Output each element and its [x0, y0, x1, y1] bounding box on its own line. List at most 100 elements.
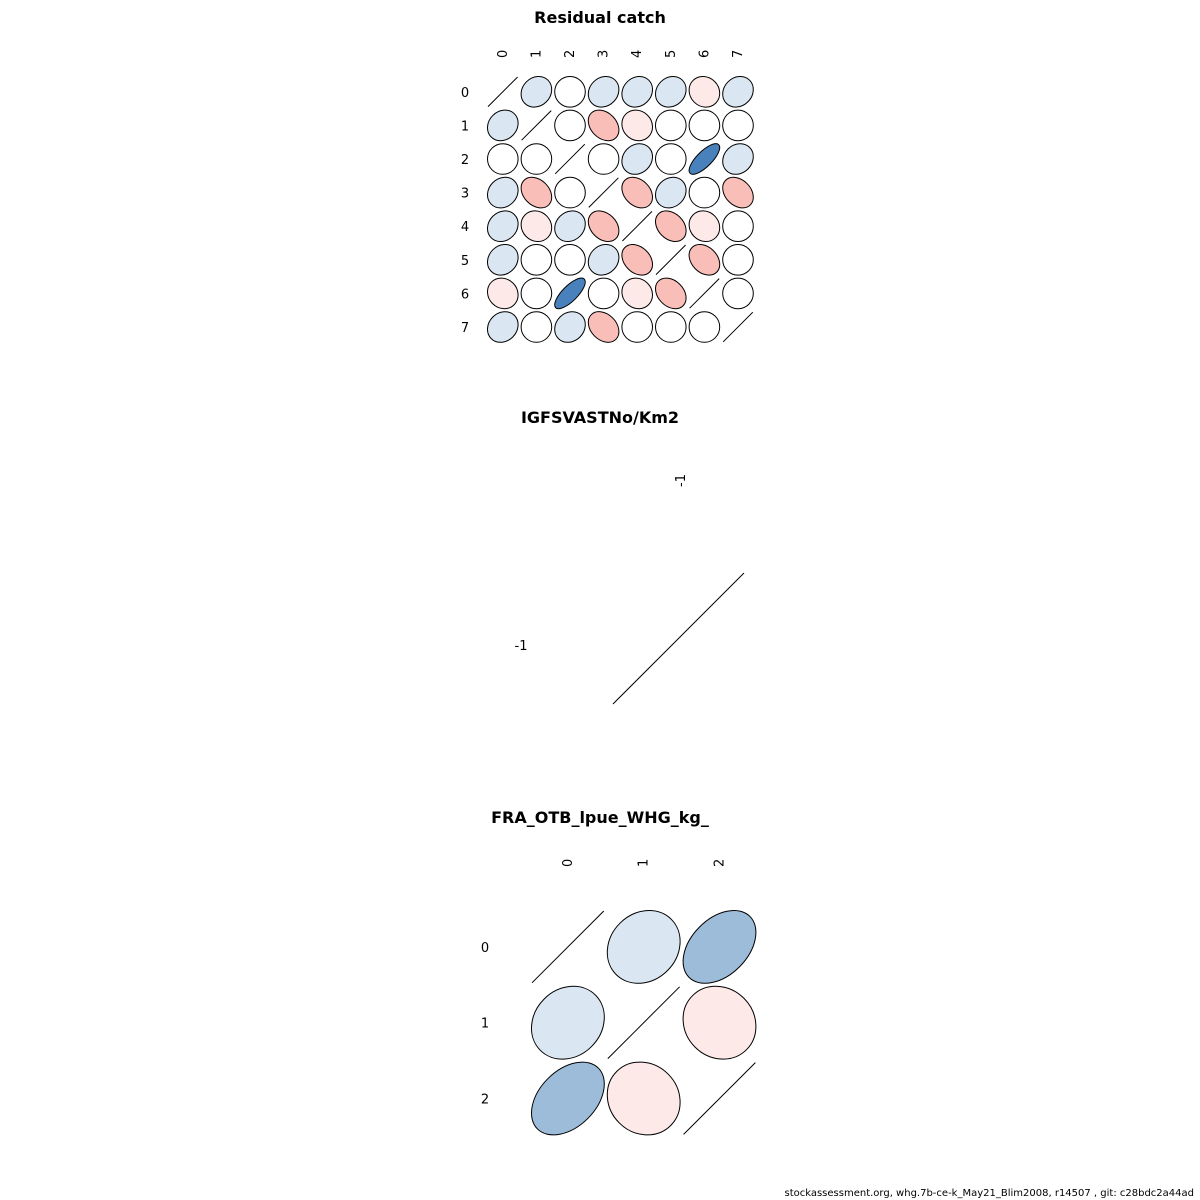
correlation-ellipse	[486, 143, 519, 175]
correlation-ellipse	[587, 210, 620, 242]
row-tick-label: 2	[481, 1093, 489, 1108]
correlation-ellipse	[554, 176, 586, 209]
correlation-ellipse	[554, 243, 586, 276]
correlation-ellipse	[587, 109, 620, 142]
correlation-ellipse	[520, 143, 553, 175]
diagonal-line	[622, 211, 653, 242]
correlation-ellipse	[688, 76, 721, 108]
col-tick-label: 5	[664, 50, 679, 58]
col-tick-label: 2	[563, 50, 578, 58]
correlation-ellipse	[722, 243, 754, 276]
correlation-ellipse	[554, 311, 586, 343]
correlation-ellipse	[688, 176, 721, 209]
correlation-ellipse	[587, 277, 620, 310]
col-tick-label: -1	[674, 474, 689, 487]
diagonal-line	[722, 311, 754, 343]
correlation-ellipse	[530, 1061, 605, 1136]
diagonal-line	[521, 110, 552, 141]
row-tick-label: 3	[461, 187, 469, 202]
correlation-ellipse	[621, 143, 654, 175]
diagonal-line	[655, 244, 686, 275]
correlation-ellipse	[621, 109, 653, 142]
correlation-ellipse	[520, 176, 553, 209]
col-tick-label: 3	[597, 50, 612, 58]
row-tick-label: 6	[461, 287, 469, 302]
diagonal-line	[689, 278, 720, 309]
panel-title: FRA_OTB_lpue_WHG_kg_	[491, 808, 709, 827]
correlation-ellipse	[486, 109, 519, 142]
correlation-ellipse	[654, 109, 687, 142]
correlation-ellipse	[587, 75, 620, 108]
correlation-ellipse	[554, 76, 586, 108]
correlation-ellipse	[722, 210, 754, 243]
row-tick-label: 4	[461, 220, 469, 235]
correlation-ellipse	[520, 75, 553, 108]
correlation-ellipse	[621, 311, 654, 343]
correlation-ellipse	[722, 143, 754, 175]
diagonal-line	[607, 986, 680, 1059]
diagonal-line	[612, 572, 745, 705]
correlation-ellipse	[682, 909, 757, 984]
row-tick-label: 2	[461, 153, 469, 168]
row-tick-label: 1	[481, 1017, 489, 1032]
correlation-ellipse	[606, 1061, 681, 1136]
correlation-ellipse	[655, 210, 687, 242]
row-tick-label: 0	[481, 941, 489, 956]
col-tick-label: 4	[630, 50, 645, 58]
correlation-ellipse	[682, 985, 757, 1060]
correlation-ellipse	[722, 277, 754, 310]
correlation-ellipse	[688, 109, 721, 142]
correlation-ellipse	[520, 210, 553, 242]
col-tick-label: 1	[529, 50, 544, 58]
correlation-ellipse	[654, 75, 687, 108]
correlation-ellipse	[655, 277, 687, 310]
correlation-ellipse	[654, 143, 687, 175]
correlation-ellipse	[587, 143, 620, 175]
correlation-ellipse	[531, 985, 605, 1060]
correlation-ellipse	[520, 243, 553, 276]
correlation-ellipse	[621, 176, 653, 209]
col-tick-label: 2	[713, 859, 728, 867]
panel-title: IGFSVASTNo/Km2	[521, 408, 679, 427]
correlation-ellipse	[621, 277, 653, 310]
row-tick-label: 0	[461, 86, 469, 101]
footer-credit: stockassessment.org, whg.7b-ce-k_May21_B…	[784, 1188, 1194, 1199]
diagonal-line	[554, 143, 586, 175]
row-tick-label: 5	[461, 254, 469, 269]
correlation-ellipse	[554, 277, 586, 310]
correlation-ellipse	[587, 311, 620, 343]
correlation-ellipse	[554, 210, 586, 243]
diagonal-line	[683, 1062, 756, 1135]
correlation-ellipse	[520, 277, 553, 310]
diagonal-line	[531, 910, 605, 984]
correlation-ellipse	[554, 109, 586, 142]
correlation-ellipse	[654, 176, 687, 209]
correlation-ellipse	[486, 243, 519, 276]
correlation-ellipse	[688, 244, 721, 276]
correlation-ellipse	[722, 176, 754, 209]
diagonal-line	[588, 177, 619, 208]
row-tick-label: 1	[461, 119, 469, 134]
correlation-ellipse	[487, 277, 519, 310]
col-tick-label: 0	[496, 50, 511, 58]
col-tick-label: 0	[561, 859, 576, 867]
correlation-ellipse	[486, 311, 519, 343]
col-tick-label: 6	[697, 50, 712, 58]
row-tick-label: -1	[515, 639, 528, 654]
correlation-ellipse	[722, 75, 754, 108]
correlation-ellipse	[688, 311, 721, 343]
correlation-ellipse	[587, 243, 620, 276]
diagonal-line	[487, 76, 518, 107]
correlation-ellipse	[520, 311, 553, 343]
row-tick-label: 7	[461, 321, 469, 336]
col-tick-label: 1	[637, 859, 652, 867]
col-tick-label: 7	[731, 50, 746, 58]
correlation-ellipse	[654, 311, 687, 343]
correlation-ellipse	[722, 109, 754, 142]
correlation-ellipse	[621, 75, 654, 108]
correlation-ellipse	[486, 176, 519, 209]
correlation-ellipse	[621, 244, 653, 276]
correlation-ellipse	[688, 210, 721, 242]
correlation-ellipse	[486, 210, 519, 243]
